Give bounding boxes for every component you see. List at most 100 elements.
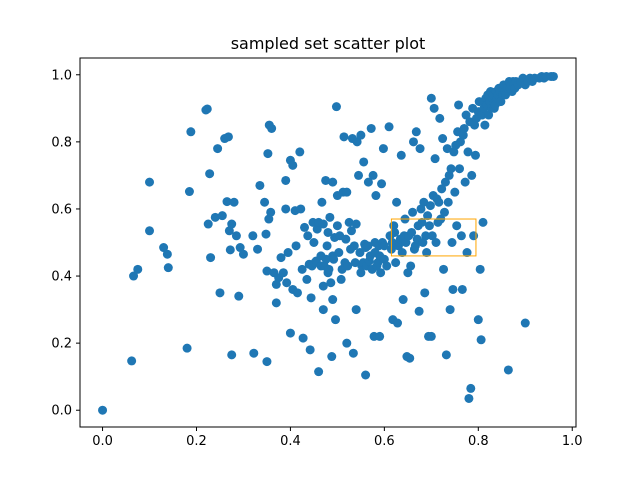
data-point [396, 150, 406, 160]
data-point [408, 137, 418, 147]
x-axis-ticks: 0.0 0.2 0.4 0.6 0.8 1.0 [92, 427, 583, 449]
data-point [343, 261, 353, 271]
data-point [384, 122, 394, 132]
data-point [213, 144, 223, 154]
data-point [438, 134, 448, 144]
y-axis-ticks: 0.0 0.2 0.4 0.6 0.8 1.0 [51, 68, 80, 419]
data-point [341, 234, 351, 244]
data-point [303, 231, 313, 241]
data-point [480, 120, 490, 130]
data-point [391, 258, 401, 268]
data-point [331, 315, 341, 325]
data-point [262, 266, 272, 276]
y-tick-label: 0.8 [51, 135, 72, 150]
data-point [452, 221, 462, 231]
data-point [306, 293, 316, 303]
x-tick-label: 0.4 [280, 434, 301, 449]
data-point [461, 110, 471, 120]
data-point [441, 350, 451, 360]
y-tick-label: 0.2 [51, 337, 72, 352]
data-point [323, 227, 333, 237]
data-point [145, 177, 155, 187]
data-point [206, 253, 216, 263]
data-point [366, 123, 376, 133]
data-point [255, 180, 265, 190]
data-point [443, 197, 453, 207]
data-point [298, 333, 308, 343]
data-point [421, 231, 431, 241]
data-point [411, 127, 421, 137]
data-point [210, 212, 220, 222]
data-point [349, 241, 359, 251]
data-point [163, 263, 173, 273]
data-point [266, 207, 276, 217]
data-point [321, 175, 331, 185]
data-point [300, 222, 310, 232]
data-point [352, 137, 362, 147]
data-point [466, 383, 476, 393]
data-point [184, 187, 194, 197]
data-point [430, 154, 440, 164]
data-point [205, 169, 215, 179]
data-point [476, 335, 486, 345]
data-point [447, 238, 457, 247]
data-point [354, 170, 364, 180]
data-point [351, 219, 361, 229]
data-point [328, 177, 338, 187]
data-point [431, 238, 441, 247]
data-point [331, 102, 341, 112]
data-point [415, 144, 425, 154]
data-point [288, 160, 298, 170]
data-point [282, 278, 292, 288]
data-point [408, 207, 418, 217]
data-point [356, 268, 366, 278]
data-point [302, 274, 312, 284]
data-point [295, 147, 305, 157]
data-point [133, 264, 143, 274]
data-point [459, 123, 469, 133]
data-point [462, 248, 472, 258]
data-point [470, 150, 480, 160]
data-point [328, 295, 338, 305]
data-point [249, 348, 259, 358]
data-point [368, 170, 378, 180]
data-point [326, 278, 336, 288]
data-point [234, 291, 244, 301]
data-point [348, 348, 358, 358]
data-point [398, 295, 408, 305]
data-point [475, 264, 485, 274]
data-point [363, 241, 373, 251]
data-point [359, 157, 369, 167]
data-point [363, 177, 373, 187]
data-point [392, 197, 402, 207]
x-tick-label: 0.0 [92, 434, 113, 449]
data-point [329, 254, 339, 264]
data-point [378, 144, 388, 154]
x-tick-label: 0.2 [186, 434, 207, 449]
data-point [278, 268, 288, 278]
data-point [281, 175, 291, 185]
data-point [322, 241, 332, 251]
data-point [98, 405, 108, 415]
data-point [463, 147, 473, 157]
data-point [318, 281, 328, 291]
data-point [464, 393, 474, 403]
data-point [375, 331, 385, 341]
data-point [227, 350, 237, 360]
data-point [445, 305, 455, 315]
data-point [426, 331, 436, 341]
data-point [548, 71, 558, 81]
x-tick-label: 1.0 [562, 434, 583, 449]
data-point [414, 306, 424, 316]
data-point [182, 343, 192, 353]
data-point [222, 197, 232, 207]
data-point [427, 231, 437, 241]
x-tick-label: 0.8 [468, 434, 489, 449]
data-point [238, 249, 248, 259]
data-point [393, 318, 403, 328]
data-point [361, 370, 371, 380]
axes-frame [79, 57, 577, 428]
highlight-box [390, 218, 477, 257]
data-point [332, 221, 342, 231]
data-point [339, 132, 349, 142]
